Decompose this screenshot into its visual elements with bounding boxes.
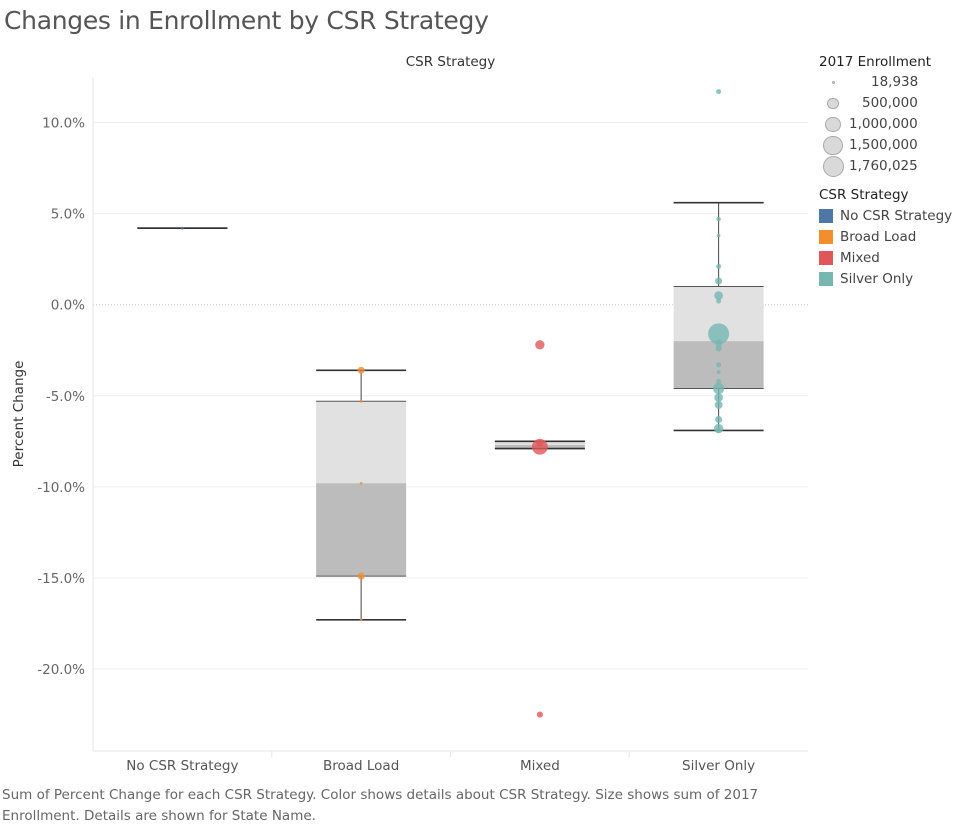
data-point bbox=[359, 399, 363, 403]
color-swatch bbox=[819, 250, 833, 265]
y-tick-label: -20.0% bbox=[37, 662, 85, 678]
size-legend-item: 500,000 bbox=[819, 93, 952, 114]
data-point bbox=[715, 345, 722, 352]
data-point bbox=[716, 298, 722, 304]
size-legend: 18,938 500,000 1,000,000 1,500,000 1,760,025 bbox=[819, 72, 952, 177]
size-legend-label: 1,500,000 bbox=[849, 137, 918, 153]
y-tick-label: 10.0% bbox=[42, 116, 85, 132]
size-legend-label: 1,760,025 bbox=[849, 158, 918, 174]
size-legend-circle bbox=[831, 81, 835, 84]
data-point bbox=[716, 378, 722, 384]
color-legend-label: Mixed bbox=[840, 249, 880, 266]
data-point bbox=[716, 362, 722, 368]
color-legend-item: No CSR Strategy bbox=[819, 205, 952, 226]
x-category-label: Broad Load bbox=[323, 758, 399, 774]
legend-panel: 2017 Enrollment 18,938 500,000 1,000,000 1,… bbox=[819, 54, 952, 289]
data-point bbox=[180, 226, 184, 230]
x-category-label: No CSR Strategy bbox=[126, 758, 238, 774]
data-point bbox=[716, 216, 721, 222]
color-swatch bbox=[819, 208, 833, 223]
data-point bbox=[714, 291, 723, 300]
data-point bbox=[716, 233, 721, 238]
box-upper-half bbox=[316, 401, 407, 484]
y-tick-label: 5.0% bbox=[51, 207, 85, 223]
size-legend-title: 2017 Enrollment bbox=[819, 54, 932, 70]
data-point bbox=[715, 277, 723, 285]
data-point bbox=[531, 438, 548, 455]
size-legend-item: 1,500,000 bbox=[819, 135, 952, 156]
color-legend-title: CSR Strategy bbox=[819, 187, 909, 203]
data-point bbox=[714, 400, 723, 409]
y-axis-label: Percent Change bbox=[11, 361, 27, 468]
box-lower-half bbox=[316, 483, 407, 577]
x-category-label: Silver Only bbox=[682, 758, 755, 774]
chart-title: Changes in Enrollment by CSR Strategy bbox=[4, 6, 489, 35]
data-point bbox=[535, 340, 545, 350]
data-point bbox=[359, 481, 363, 485]
column-header: CSR Strategy bbox=[406, 54, 496, 70]
color-legend-item: Silver Only bbox=[819, 268, 952, 289]
color-legend: No CSR Strategy Broad Load Mixed Silver Onl… bbox=[819, 205, 952, 289]
data-point bbox=[708, 323, 730, 345]
data-point bbox=[715, 415, 723, 424]
size-legend-circle bbox=[822, 156, 844, 177]
size-legend-label: 500,000 bbox=[862, 95, 918, 111]
color-legend-item: Broad Load bbox=[819, 226, 952, 247]
size-legend-label: 1,000,000 bbox=[849, 116, 918, 132]
color-swatch bbox=[819, 229, 833, 244]
data-point bbox=[713, 382, 725, 395]
y-tick-label: -15.0% bbox=[37, 571, 85, 587]
data-point bbox=[357, 366, 365, 374]
data-point bbox=[536, 439, 544, 447]
data-point bbox=[357, 572, 365, 580]
size-legend-label: 18,938 bbox=[871, 74, 919, 90]
color-legend-label: Silver Only bbox=[840, 270, 914, 287]
x-category-label: Mixed bbox=[520, 758, 560, 774]
data-point bbox=[716, 263, 722, 269]
color-swatch bbox=[819, 271, 833, 286]
y-tick-label: 0.0% bbox=[51, 298, 85, 314]
color-legend-label: Broad Load bbox=[840, 228, 917, 245]
data-point bbox=[716, 370, 721, 375]
size-legend-item: 1,000,000 bbox=[819, 114, 952, 135]
size-legend-item: 18,938 bbox=[819, 72, 952, 93]
data-point bbox=[536, 711, 543, 718]
chart-caption: Sum of Percent Change for each CSR Strat… bbox=[2, 787, 759, 824]
size-legend-circle bbox=[823, 135, 843, 156]
y-tick-label: -5.0% bbox=[46, 389, 85, 405]
y-tick-label: -10.0% bbox=[37, 480, 85, 496]
data-point bbox=[359, 618, 363, 622]
data-point bbox=[714, 393, 723, 402]
size-legend-circle bbox=[825, 116, 841, 133]
data-point bbox=[715, 339, 723, 347]
data-point bbox=[716, 427, 722, 433]
color-legend-label: No CSR Strategy bbox=[840, 207, 953, 224]
data-point bbox=[716, 89, 722, 95]
box-plot-chart: CSR Strategy 10.0% 5.0% 0.0% -5.0% -10.0% -15.… bbox=[11, 54, 808, 774]
size-legend-circle bbox=[827, 97, 839, 110]
color-legend-item: Mixed bbox=[819, 247, 952, 268]
size-legend-item: 1,760,025 bbox=[819, 156, 952, 177]
